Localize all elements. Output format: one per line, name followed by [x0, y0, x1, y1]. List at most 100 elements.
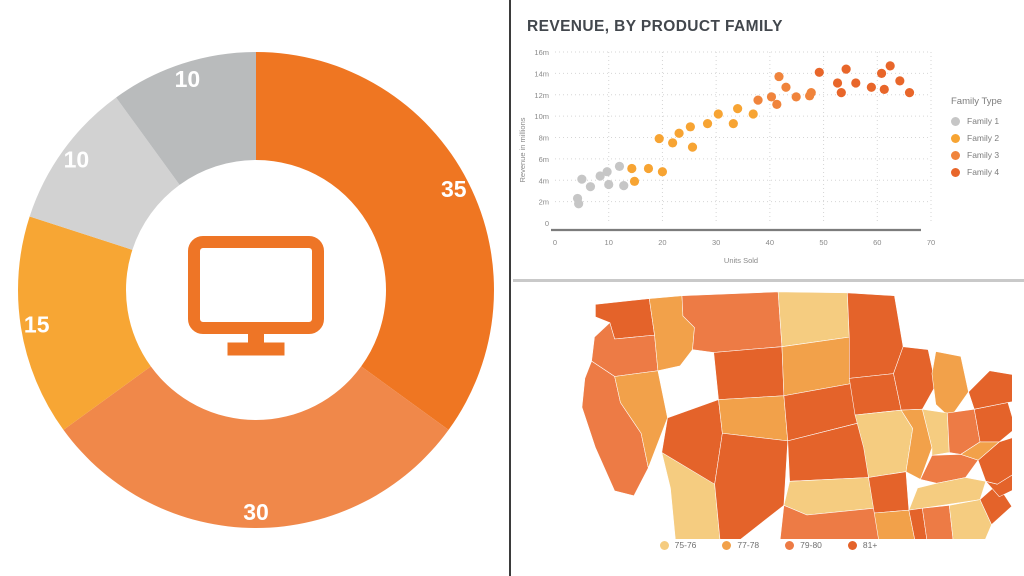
- scatter-point[interactable]: [879, 84, 889, 95]
- donut-slice-label: 35: [441, 176, 467, 202]
- scatter-point[interactable]: [702, 119, 713, 129]
- scatter-point[interactable]: [728, 119, 738, 129]
- scatter-point[interactable]: [851, 78, 861, 88]
- scatter-point[interactable]: [643, 163, 654, 174]
- scatter-point[interactable]: [895, 76, 905, 86]
- map-state[interactable]: [908, 477, 987, 511]
- scatter-point[interactable]: [814, 67, 824, 77]
- scatter-point[interactable]: [614, 161, 625, 171]
- map-state[interactable]: [868, 471, 910, 514]
- map-state[interactable]: [614, 370, 668, 469]
- scatter-point[interactable]: [733, 104, 743, 114]
- scatter-point[interactable]: [627, 163, 637, 174]
- scatter-plot-svg: 0 2m 4m 6m 8m 10m 12m 14m 16m 0 10 20 30 40 50 60 70 Uni…: [518, 48, 935, 265]
- map-state[interactable]: [908, 507, 928, 539]
- scatter-point[interactable]: [772, 99, 782, 109]
- map-state[interactable]: [849, 373, 902, 416]
- donut-slice[interactable]: [63, 366, 449, 529]
- scatter-point[interactable]: [904, 88, 915, 98]
- map-legend-item-label: 79-80: [800, 540, 822, 550]
- scatter-point[interactable]: [781, 82, 791, 92]
- scatter-point[interactable]: [654, 133, 664, 144]
- donut-slices: [18, 52, 495, 529]
- map-legend-item[interactable]: 77-78: [722, 540, 759, 550]
- donut-chart-panel: 35 30 15 10 10: [0, 0, 511, 576]
- scatter-point[interactable]: [876, 68, 887, 78]
- legend-swatch-icon: [951, 133, 960, 143]
- scatter-point[interactable]: [687, 142, 698, 152]
- scatter-point[interactable]: [685, 122, 695, 132]
- scatter-point[interactable]: [629, 176, 640, 186]
- map-legend-swatch-icon: [785, 540, 795, 550]
- legend-item[interactable]: Family 2: [951, 133, 1023, 143]
- map-state[interactable]: [968, 370, 1013, 410]
- x-tick-label: 40: [766, 238, 774, 247]
- scatter-point[interactable]: [748, 109, 758, 119]
- map-state[interactable]: [681, 291, 783, 353]
- map-legend-item[interactable]: 75-76: [659, 540, 697, 550]
- legend-item-label: Family 4: [967, 167, 1000, 177]
- map-legend-item-label: 81+: [862, 540, 878, 550]
- scatter-point[interactable]: [836, 88, 846, 98]
- map-panel: 75-76 77-78 79-80 81+: [513, 285, 1024, 576]
- y-tick-label: 6m: [539, 155, 549, 164]
- scatter-point[interactable]: [753, 95, 763, 105]
- legend-item-label: Family 3: [967, 150, 1000, 160]
- scatter-point[interactable]: [604, 179, 614, 190]
- y-tick-label: 12m: [534, 91, 549, 100]
- scatter-point[interactable]: [774, 71, 784, 82]
- scatter-point[interactable]: [713, 109, 723, 119]
- map-legend-swatch-icon: [847, 540, 857, 550]
- legend-item[interactable]: Family 4: [951, 167, 1023, 177]
- donut-slice[interactable]: [116, 52, 256, 185]
- donut-slice[interactable]: [18, 216, 151, 430]
- map-state[interactable]: [874, 509, 915, 539]
- donut-chart: 35 30 15 10 10: [8, 28, 504, 548]
- legend-item[interactable]: Family 3: [951, 150, 1023, 160]
- map-state[interactable]: [847, 292, 904, 379]
- scatter-point[interactable]: [866, 82, 876, 92]
- scatter-point[interactable]: [595, 171, 605, 181]
- map-state[interactable]: [977, 433, 1012, 485]
- scatter-point[interactable]: [674, 128, 684, 138]
- scatter-point[interactable]: [832, 78, 843, 88]
- donut-slice[interactable]: [256, 52, 495, 430]
- map-legend-item-label: 75-76: [674, 540, 697, 550]
- y-tick-label: 14m: [534, 69, 549, 78]
- scatter-point[interactable]: [885, 61, 895, 71]
- scatter-point[interactable]: [791, 92, 801, 102]
- scatter-point[interactable]: [574, 199, 584, 209]
- map-state[interactable]: [661, 452, 722, 539]
- map-legend: 75-76 77-78 79-80 81+: [513, 540, 1024, 550]
- scatter-point[interactable]: [602, 167, 612, 177]
- map-state[interactable]: [713, 346, 785, 400]
- map-states: [581, 291, 1013, 539]
- map-state[interactable]: [974, 402, 1012, 443]
- scatter-point[interactable]: [619, 180, 629, 191]
- y-tick-label: 16m: [534, 48, 549, 57]
- map-legend-item[interactable]: 81+: [847, 540, 878, 550]
- scatter-point[interactable]: [585, 182, 596, 192]
- map-state[interactable]: [922, 505, 954, 539]
- map-state[interactable]: [922, 408, 950, 456]
- scatter-chart-title: REVENUE, BY PRODUCT FAMILY: [527, 18, 783, 35]
- map-legend-item[interactable]: 79-80: [785, 540, 822, 550]
- scatter-point[interactable]: [657, 167, 668, 177]
- y-tick-label: 10m: [534, 112, 549, 121]
- x-tick-label: 10: [605, 238, 613, 247]
- scatter-point[interactable]: [668, 138, 678, 148]
- scatter-point[interactable]: [841, 64, 851, 74]
- map-state[interactable]: [778, 505, 880, 539]
- donut-slice-label: 10: [175, 66, 201, 92]
- scatter-chart-panel: REVENUE, BY PRODUCT FAMILY 0 2m 4m 6m 8m 10m 1…: [513, 0, 1024, 282]
- scatter-point[interactable]: [806, 88, 816, 98]
- scatter-point[interactable]: [766, 92, 777, 102]
- map-state[interactable]: [714, 432, 788, 539]
- map-legend-item-label: 77-78: [737, 540, 760, 550]
- donut-slice[interactable]: [29, 97, 180, 250]
- map-state[interactable]: [893, 346, 937, 411]
- legend-title: Family Type: [951, 96, 1003, 107]
- map-state[interactable]: [931, 351, 969, 419]
- scatter-point[interactable]: [577, 174, 587, 184]
- legend-item[interactable]: Family 1: [951, 116, 1023, 126]
